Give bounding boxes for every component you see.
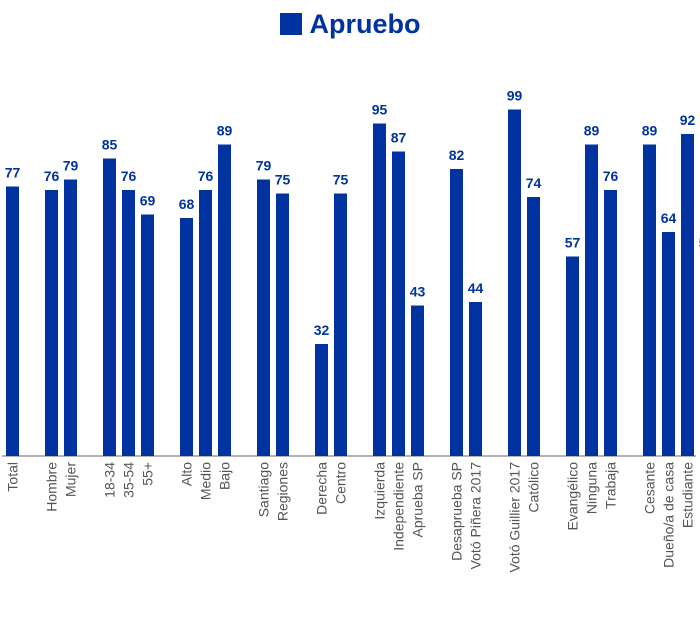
bar	[276, 193, 289, 456]
bar	[334, 193, 347, 456]
data-label: 75	[275, 172, 291, 188]
bar	[585, 144, 598, 456]
category-label: Santiago	[256, 462, 272, 517]
bar	[180, 218, 193, 456]
data-label: 76	[121, 168, 137, 184]
data-label: 89	[642, 123, 658, 139]
category-label: Total	[5, 462, 21, 492]
data-label: 43	[410, 284, 426, 300]
category-label: Bajo	[217, 462, 233, 490]
category-label: Católico	[526, 462, 542, 513]
bar	[469, 302, 482, 456]
category-label: 18-34	[102, 462, 118, 498]
category-label: Votó Guillier 2017	[507, 462, 523, 573]
bar	[662, 232, 675, 456]
data-label: 89	[217, 123, 233, 139]
category-label: Jubilado	[699, 462, 700, 514]
category-label: Alto	[179, 462, 195, 486]
bar	[199, 190, 212, 456]
bar	[122, 190, 135, 456]
data-label: 68	[179, 196, 195, 212]
category-label: 35-54	[121, 462, 137, 498]
bar	[681, 134, 694, 456]
data-label: 79	[256, 158, 272, 174]
data-label: 57	[699, 235, 700, 251]
bar	[566, 256, 579, 456]
bar	[257, 179, 270, 456]
data-label: 89	[584, 123, 600, 139]
bar	[373, 123, 386, 456]
data-label: 87	[391, 130, 407, 146]
bar	[6, 186, 19, 456]
data-label: 82	[449, 147, 465, 163]
data-label: 76	[603, 168, 619, 184]
data-label: 75	[333, 172, 349, 188]
category-label: Dueño/a de casa	[661, 462, 677, 568]
bar	[64, 179, 77, 456]
data-label: 99	[507, 88, 523, 104]
bar	[392, 151, 405, 456]
bar	[411, 305, 424, 456]
data-label: 95	[372, 102, 388, 118]
bar	[103, 158, 116, 456]
bar	[643, 144, 656, 456]
data-label: 64	[661, 210, 677, 226]
category-label: Desaprueba SP	[449, 462, 465, 561]
data-label: 92	[680, 112, 696, 128]
category-label: Trabaja	[603, 462, 619, 509]
category-label: Ninguna	[584, 462, 600, 514]
data-label: 76	[198, 168, 214, 184]
bar	[450, 169, 463, 456]
legend-label: Apruebo	[309, 9, 421, 39]
data-label: 76	[44, 168, 60, 184]
category-label: Votó Piñera 2017	[468, 462, 484, 570]
category-label: Regiones	[275, 462, 291, 521]
data-label: 77	[5, 165, 21, 181]
data-label: 69	[140, 193, 156, 209]
category-label: Hombre	[44, 462, 60, 512]
data-label: 85	[102, 137, 118, 153]
data-label: 57	[565, 235, 581, 251]
category-label: Izquierda	[372, 462, 388, 520]
data-label: 74	[526, 175, 542, 191]
category-label: Evangélico	[565, 462, 581, 531]
category-label: 55+	[140, 462, 156, 486]
bar	[604, 190, 617, 456]
bar	[141, 214, 154, 456]
bar	[508, 109, 521, 456]
legend: Apruebo	[0, 6, 700, 42]
category-label: Centro	[333, 462, 349, 504]
category-label: Estudiante	[680, 462, 696, 528]
bar	[218, 144, 231, 456]
category-label: Derecha	[314, 462, 330, 515]
bar	[45, 190, 58, 456]
category-label: Medio	[198, 462, 214, 500]
bar	[315, 344, 328, 456]
data-label: 32	[314, 322, 330, 338]
legend-swatch	[279, 13, 302, 35]
category-label: Mujer	[63, 462, 79, 497]
data-label: 79	[63, 158, 79, 174]
category-label: Aprueba SP	[410, 462, 426, 538]
category-label: Independiente	[391, 462, 407, 551]
category-label: Cesante	[642, 462, 658, 514]
bar	[527, 197, 540, 456]
data-label: 44	[468, 280, 484, 296]
